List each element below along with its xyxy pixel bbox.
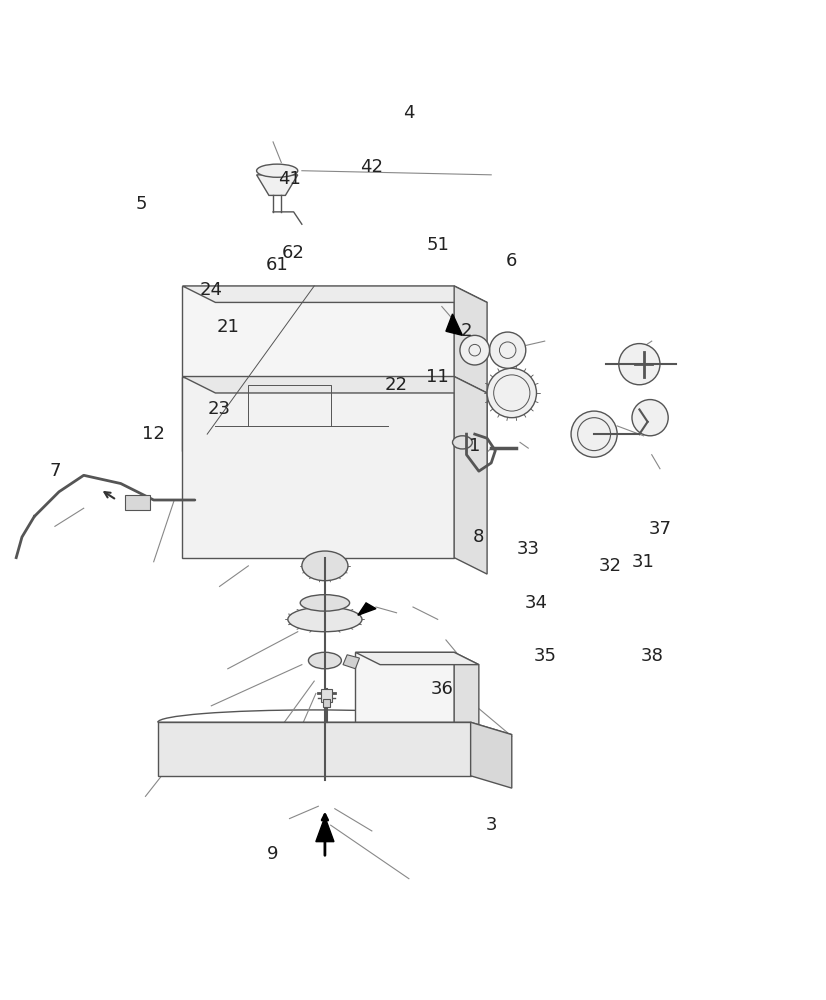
- Ellipse shape: [301, 551, 348, 581]
- Text: 5: 5: [135, 195, 147, 213]
- Bar: [183, 377, 454, 558]
- Text: 23: 23: [208, 400, 231, 418]
- Text: 11: 11: [426, 368, 449, 386]
- Text: 21: 21: [216, 318, 240, 336]
- Text: 51: 51: [426, 236, 449, 254]
- Text: 36: 36: [430, 680, 453, 698]
- Text: 34: 34: [525, 594, 548, 612]
- Ellipse shape: [487, 368, 536, 418]
- Text: 42: 42: [360, 158, 383, 176]
- Text: 24: 24: [200, 281, 223, 299]
- Ellipse shape: [288, 607, 362, 632]
- Text: 2: 2: [461, 322, 472, 340]
- Polygon shape: [257, 175, 297, 195]
- Text: 41: 41: [278, 170, 301, 188]
- Text: 4: 4: [403, 104, 415, 122]
- Text: 7: 7: [50, 462, 60, 480]
- Ellipse shape: [453, 436, 472, 449]
- Text: 32: 32: [599, 557, 622, 575]
- Polygon shape: [454, 377, 487, 574]
- Ellipse shape: [257, 164, 297, 177]
- Ellipse shape: [571, 411, 617, 457]
- Polygon shape: [158, 722, 512, 735]
- Polygon shape: [343, 655, 359, 669]
- Ellipse shape: [632, 400, 668, 436]
- Polygon shape: [183, 286, 487, 302]
- Bar: [355, 652, 454, 751]
- Polygon shape: [454, 652, 479, 763]
- Bar: [323, 699, 330, 707]
- Polygon shape: [471, 722, 512, 788]
- Text: 9: 9: [268, 845, 279, 863]
- Polygon shape: [446, 314, 463, 335]
- Polygon shape: [454, 286, 487, 467]
- Text: 12: 12: [142, 425, 165, 443]
- Bar: [183, 286, 454, 451]
- Ellipse shape: [300, 595, 349, 611]
- Ellipse shape: [490, 332, 526, 368]
- Text: 31: 31: [632, 553, 655, 571]
- Text: 1: 1: [469, 437, 481, 455]
- Polygon shape: [316, 817, 334, 842]
- Text: 3: 3: [486, 816, 497, 834]
- Ellipse shape: [308, 652, 341, 669]
- Text: 35: 35: [534, 647, 556, 665]
- Polygon shape: [355, 652, 479, 665]
- Ellipse shape: [619, 344, 660, 385]
- Text: 22: 22: [385, 376, 408, 394]
- Text: 38: 38: [640, 647, 663, 665]
- Ellipse shape: [460, 335, 490, 365]
- Polygon shape: [183, 377, 487, 393]
- Bar: [125, 495, 150, 510]
- Text: 37: 37: [648, 520, 672, 538]
- Text: 62: 62: [282, 244, 305, 262]
- Text: 8: 8: [473, 528, 485, 546]
- Text: 33: 33: [517, 540, 539, 558]
- Polygon shape: [158, 722, 471, 776]
- Text: 6: 6: [506, 252, 517, 270]
- Bar: [320, 689, 332, 702]
- Polygon shape: [358, 603, 376, 615]
- Text: 61: 61: [266, 256, 288, 274]
